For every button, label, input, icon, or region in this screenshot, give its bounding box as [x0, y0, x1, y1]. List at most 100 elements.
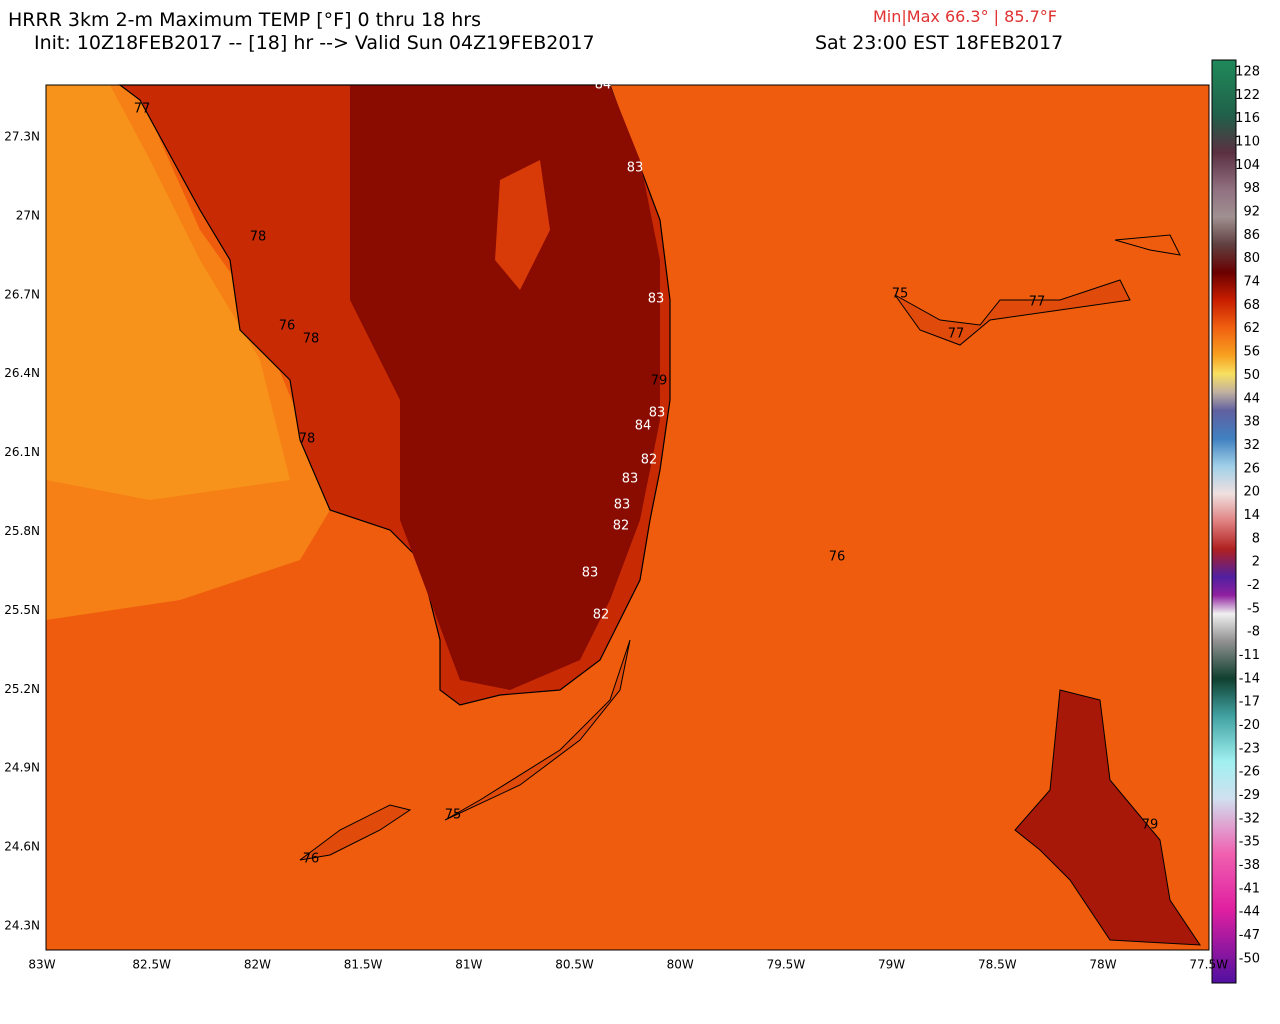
local-time: Sat 23:00 EST 18FEB2017 — [815, 32, 1063, 54]
colorbar-label: 2 — [1252, 555, 1260, 570]
lat-label: 25.5N — [4, 603, 40, 617]
lat-label: 26.1N — [4, 445, 40, 459]
colorbar-label: 122 — [1235, 88, 1260, 103]
keys — [299, 639, 631, 861]
lon-label: 80W — [667, 958, 694, 972]
shelf — [46, 85, 290, 500]
map-label: 83 — [622, 472, 639, 487]
lake — [495, 160, 550, 290]
colorbar-label: -11 — [1239, 648, 1260, 663]
lat-label: 24.9N — [4, 761, 40, 775]
colorbar-label: -41 — [1239, 881, 1260, 896]
map-label: 76 — [829, 550, 846, 565]
map-label: 79 — [1142, 818, 1159, 833]
colorbar-label: 110 — [1235, 135, 1260, 150]
lon-label: 79W — [878, 958, 905, 972]
colorbar-label: -50 — [1239, 951, 1260, 966]
lon-label: 81W — [455, 958, 482, 972]
colorbar-label: -5 — [1247, 601, 1260, 616]
map-label: 83 — [649, 406, 666, 421]
map-label: 77 — [1029, 295, 1046, 310]
map-label: 82 — [641, 453, 658, 468]
map-label: 82 — [613, 519, 630, 534]
colorbar-label: 62 — [1243, 321, 1260, 336]
map-label: 76 — [279, 319, 296, 334]
colorbar-label: 74 — [1243, 275, 1260, 290]
colorbar-label: -23 — [1239, 741, 1260, 756]
map-label: 82 — [593, 608, 610, 623]
colorbar-label: -14 — [1239, 671, 1260, 686]
map-label: 79 — [651, 374, 668, 389]
grand-bahama — [894, 279, 1131, 346]
colorbar-label: -26 — [1239, 765, 1260, 780]
lat-label: 25.2N — [4, 682, 40, 696]
colorbar-label: 20 — [1243, 485, 1260, 500]
colorbar-label: -35 — [1239, 835, 1260, 850]
colorbar-label: 80 — [1243, 251, 1260, 266]
colorbar-label: 86 — [1243, 228, 1260, 243]
colorbar-label: 104 — [1235, 158, 1260, 173]
lon-label: 81.5W — [344, 958, 383, 972]
lat-label: 24.6N — [4, 840, 40, 854]
map-label: 83 — [627, 161, 644, 176]
colorbar-label: 38 — [1243, 415, 1260, 430]
map-label: 83 — [648, 292, 665, 307]
colorbar-label: -20 — [1239, 718, 1260, 733]
abaco — [1114, 234, 1181, 256]
lon-label: 77.5W — [1189, 958, 1228, 972]
colorbar-label: 56 — [1243, 345, 1260, 360]
map-label: 75 — [445, 808, 462, 823]
colorbar-label: -2 — [1247, 578, 1260, 593]
map-label: 84 — [595, 78, 612, 93]
colorbar-label: -38 — [1239, 858, 1260, 873]
colorbar-label: 92 — [1243, 205, 1260, 220]
min-max: Min|Max 66.3° | 85.7°F — [873, 7, 1057, 26]
lon-label: 79.5W — [767, 958, 806, 972]
lat-label: 27.3N — [4, 130, 40, 144]
colorbar-label: 8 — [1252, 531, 1260, 546]
lat-label: 27N — [16, 208, 40, 222]
map — [46, 84, 1209, 950]
map-label: 77 — [948, 327, 965, 342]
interior — [350, 85, 660, 690]
colorbar-label: 50 — [1243, 368, 1260, 383]
map-label: 77 — [134, 102, 151, 117]
colorbar-label: 116 — [1235, 111, 1260, 126]
lon-label: 83W — [28, 958, 55, 972]
map-label: 78 — [299, 432, 316, 447]
lon-label: 78.5W — [978, 958, 1017, 972]
lat-label: 26.7N — [4, 287, 40, 301]
colorbar-label: 26 — [1243, 461, 1260, 476]
lat-label: 24.3N — [4, 919, 40, 933]
colorbar-label: 44 — [1243, 391, 1260, 406]
colorbar-label: -8 — [1247, 625, 1260, 640]
lat-label: 26.4N — [4, 366, 40, 380]
map-label: 83 — [614, 498, 631, 513]
colorbar-label: 128 — [1235, 65, 1260, 80]
colorbar — [1211, 59, 1237, 984]
map-label: 84 — [635, 419, 652, 434]
colorbar-label: 32 — [1243, 438, 1260, 453]
lon-label: 78W — [1089, 958, 1116, 972]
lon-label: 82.5W — [132, 958, 171, 972]
map-label: 75 — [892, 287, 909, 302]
init-line: Init: 10Z18FEB2017 -- [18] hr --> Valid … — [34, 32, 595, 54]
lon-label: 82W — [244, 958, 271, 972]
colorbar-label: -29 — [1239, 788, 1260, 803]
colorbar-label: -44 — [1239, 905, 1260, 920]
colorbar-label: -32 — [1239, 811, 1260, 826]
colorbar-label: 14 — [1243, 508, 1260, 523]
frame — [45, 84, 1210, 951]
colorbar-label: 68 — [1243, 298, 1260, 313]
map-label: 78 — [250, 230, 267, 245]
lat-label: 25.8N — [4, 524, 40, 538]
colorbar-label: -47 — [1239, 928, 1260, 943]
map-label: 83 — [582, 566, 599, 581]
colorbar-label: -17 — [1239, 695, 1260, 710]
andros — [1014, 689, 1201, 946]
colorbar-label: 98 — [1243, 181, 1260, 196]
title: HRRR 3km 2-m Maximum TEMP [°F] 0 thru 18… — [8, 9, 481, 31]
map-label: 78 — [303, 332, 320, 347]
map-label: 76 — [303, 852, 320, 867]
